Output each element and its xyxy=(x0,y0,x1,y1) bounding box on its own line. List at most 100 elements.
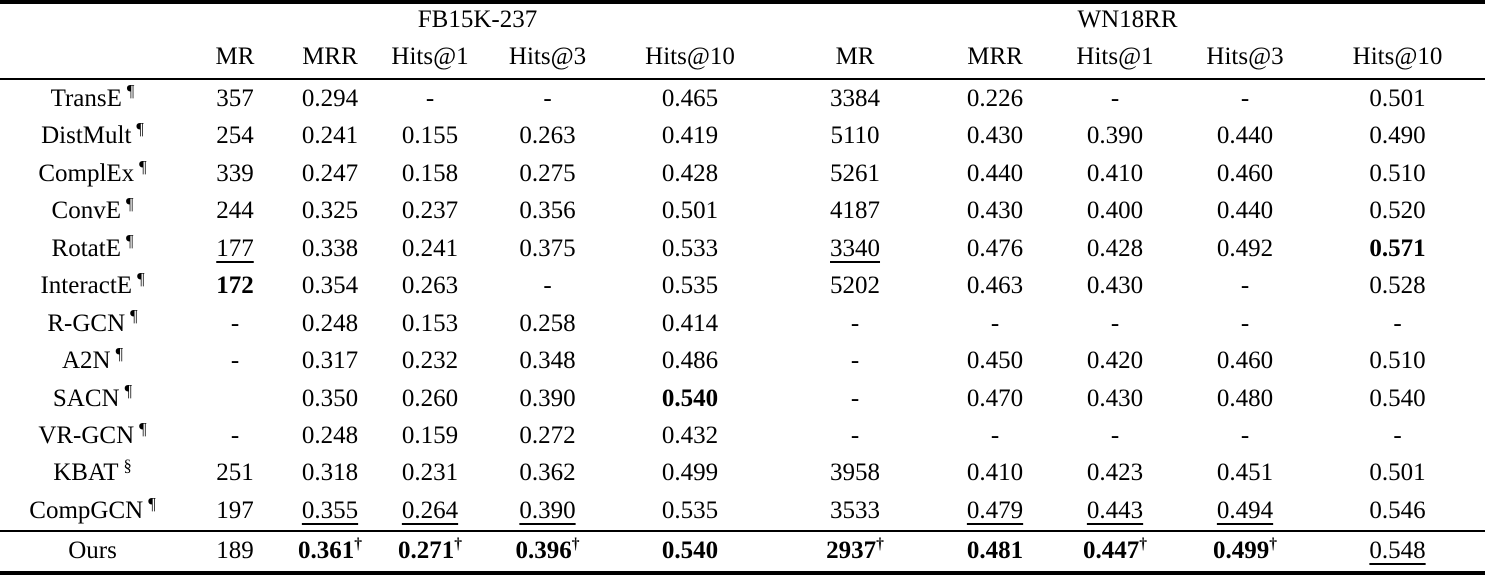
metric-value: 0.450 xyxy=(966,347,1024,375)
pilcrow-mark-icon: ¶ xyxy=(136,119,144,139)
metric-value: 0.400 xyxy=(1086,197,1144,225)
metric-cell: 0.494 xyxy=(1180,492,1310,531)
metric-value: 0.470 xyxy=(966,384,1024,412)
metric-value: - xyxy=(1110,421,1120,449)
metric-cell: 251 xyxy=(185,455,285,492)
metric-cell: 0.430 xyxy=(1050,380,1180,417)
metric-cell: 0.271† xyxy=(375,530,485,573)
metric-value: 0.432 xyxy=(661,421,719,449)
metric-cell: 3340 xyxy=(770,230,940,267)
metric-value: 0.447 xyxy=(1083,537,1140,565)
metric-cell: 3533 xyxy=(770,492,940,531)
metric-value: 0.501 xyxy=(661,197,719,225)
metric-cell: - xyxy=(1310,305,1485,342)
metric-value: - xyxy=(543,84,552,112)
metric-value: 244 xyxy=(216,197,254,225)
metric-value: 0.396 xyxy=(515,537,572,565)
metric-cell: 0.470 xyxy=(940,380,1050,417)
metric-cell: - xyxy=(485,268,610,305)
metric-cell: - xyxy=(770,343,940,380)
metric-cell: 0.510 xyxy=(1310,343,1485,380)
metric-value: 0.535 xyxy=(661,497,719,525)
metric-value: 0.481 xyxy=(966,537,1024,565)
dataset-group-fb15k237: FB15K-237 xyxy=(417,5,538,33)
metric-cell: 0.248 xyxy=(285,305,375,342)
metric-value: - xyxy=(850,309,860,337)
metric-cell: 0.338 xyxy=(285,230,375,267)
metric-value: 0.540 xyxy=(1369,384,1426,412)
metric-value: 0.430 xyxy=(1086,384,1144,412)
metric-cell: - xyxy=(1180,268,1310,305)
metric-cell: 0.430 xyxy=(940,118,1050,155)
metric-value: 4187 xyxy=(830,197,881,225)
metric-value: 0.158 xyxy=(401,159,459,187)
table-row-r-gcn: R-GCN ¶ - 0.248 0.153 0.258 0.414 - - - - - xyxy=(0,305,1485,342)
metric-value: 0.494 xyxy=(1216,497,1274,525)
table-row-sacn: SACN ¶ 0.350 0.260 0.390 0.540 - 0.470 0.430 0.48… xyxy=(0,380,1485,417)
metric-cell: 357 xyxy=(185,79,285,118)
metric-value: 0.271 xyxy=(398,537,455,565)
metric-cell: 0.153 xyxy=(375,305,485,342)
table-row-ours: Ours 189 0.361† 0.271† 0.396† 0.540 2937† 0.481… xyxy=(0,530,1485,573)
metric-cell: 0.158 xyxy=(375,155,485,192)
metric-value: 0.355 xyxy=(301,497,359,525)
pilcrow-mark-icon: ¶ xyxy=(148,493,156,513)
metric-value: 0.546 xyxy=(1369,497,1426,525)
dagger-mark-icon: † xyxy=(454,536,462,554)
metric-value: 0.420 xyxy=(1086,347,1144,375)
metric-value: 0.272 xyxy=(519,421,576,449)
metric-cell: - xyxy=(940,305,1050,342)
metric-cell: - xyxy=(770,380,940,417)
col-header-hits1-wn: Hits@1 xyxy=(1050,36,1181,80)
metric-cell: 0.264 xyxy=(375,492,485,531)
metric-value: 0.231 xyxy=(401,459,459,487)
corner-cell xyxy=(0,36,185,80)
metric-cell: 339 xyxy=(185,155,285,192)
metric-value: 0.350 xyxy=(301,384,359,412)
metric-value: - xyxy=(1110,84,1120,112)
metric-cell: 0.546 xyxy=(1310,492,1485,531)
section-mark-icon: § xyxy=(123,456,132,476)
metric-value: 251 xyxy=(216,459,254,487)
metric-cell: 0.486 xyxy=(610,343,770,380)
metric-cell: - xyxy=(1050,305,1180,342)
metric-value: 177 xyxy=(216,234,254,262)
pilcrow-mark-icon: ¶ xyxy=(125,231,134,251)
model-name: InteractE ¶ xyxy=(40,268,145,300)
metric-value: 0.375 xyxy=(519,234,576,262)
metric-cell: - xyxy=(770,305,940,342)
metric-cell: 0.535 xyxy=(610,492,770,531)
metric-value: 3384 xyxy=(830,84,881,112)
metric-cell: 0.447† xyxy=(1050,530,1181,573)
table-row-transe: TransE ¶ 357 0.294 - - 0.465 3384 0.226 - - 0.501 xyxy=(0,79,1485,118)
pilcrow-mark-icon: ¶ xyxy=(137,268,145,288)
metric-value: - xyxy=(230,421,240,449)
metric-cell: 0.465 xyxy=(610,79,770,118)
metric-cell: 4187 xyxy=(770,193,940,230)
pilcrow-mark-icon: ¶ xyxy=(124,381,133,401)
col-header-hits10-fb: Hits@10 xyxy=(610,36,771,80)
metric-value: 5202 xyxy=(830,272,881,300)
metric-cell: 3384 xyxy=(770,79,940,118)
table-row-interacte: InteractE ¶ 172 0.354 0.263 - 0.535 5202 0.463 0.… xyxy=(0,268,1485,305)
metric-value: 0.501 xyxy=(1369,459,1426,487)
metric-cell: 0.231 xyxy=(375,455,485,492)
metric-value: 0.155 xyxy=(401,122,459,150)
metric-value: 0.486 xyxy=(661,347,719,375)
metric-value: 0.440 xyxy=(1216,197,1274,225)
metric-cell: 0.159 xyxy=(375,417,485,454)
metric-cell: - xyxy=(185,417,285,454)
metric-value: 0.390 xyxy=(1086,122,1144,150)
metric-value: 0.264 xyxy=(401,497,459,525)
metric-value: - xyxy=(230,347,240,375)
metric-cell: 0.375 xyxy=(485,230,610,267)
metric-value: 0.540 xyxy=(661,384,719,412)
metric-cell: 0.440 xyxy=(1180,193,1310,230)
metric-cell: 0.520 xyxy=(1310,193,1485,230)
metric-value: 0.430 xyxy=(966,122,1024,150)
metric-cell: 5261 xyxy=(770,155,940,192)
col-header-hits3-wn: Hits@3 xyxy=(1180,36,1311,80)
metric-cell: 177 xyxy=(185,230,285,267)
